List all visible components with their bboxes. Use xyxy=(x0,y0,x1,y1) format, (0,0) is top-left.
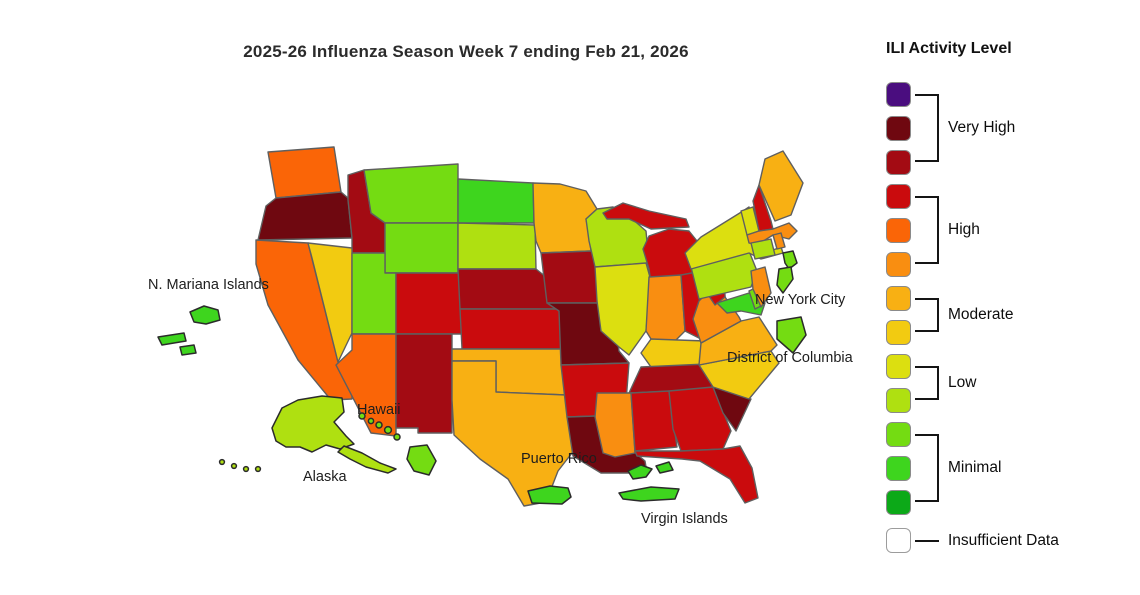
state-hawaii-island-2[interactable] xyxy=(367,417,375,425)
region-virgin-islands-b[interactable] xyxy=(655,461,674,474)
legend-swatch-level-3 xyxy=(886,422,911,447)
state-hawaii-island-1[interactable] xyxy=(358,412,366,420)
state-connecticut[interactable] xyxy=(750,238,776,260)
label-virgin-islands: Virgin Islands xyxy=(641,511,728,527)
state-hawaii-island-4[interactable] xyxy=(383,425,393,435)
region-n-mariana-islands-c[interactable] xyxy=(179,344,197,356)
legend-swatch-level-12 xyxy=(886,116,911,141)
region-puerto-rico[interactable] xyxy=(527,485,572,505)
legend-label-low: Low xyxy=(948,374,977,391)
region-virgin-islands-c[interactable] xyxy=(618,486,680,502)
state-hawaii-island-5[interactable] xyxy=(393,433,401,441)
region-n-mariana-islands-b[interactable] xyxy=(157,332,187,346)
legend-swatch-level-11 xyxy=(886,150,911,175)
state-hawaii-big-island[interactable] xyxy=(406,444,437,476)
region-district-of-columbia[interactable] xyxy=(776,316,807,354)
state-alaska-aleutian-4[interactable] xyxy=(254,465,262,473)
region-virgin-islands-a[interactable] xyxy=(627,464,653,480)
state-alabama[interactable] xyxy=(630,390,678,452)
legend-dash-insufficient-data xyxy=(915,540,939,542)
legend-bracket-very-high xyxy=(915,94,939,162)
label-new-york-city: New York City xyxy=(755,292,846,308)
label-n-mariana-islands: N. Mariana Islands xyxy=(148,277,269,293)
label-hawaii: Hawaii xyxy=(357,402,401,418)
state-washington[interactable] xyxy=(267,146,342,199)
legend-swatch-level-2 xyxy=(886,456,911,481)
state-illinois[interactable] xyxy=(594,262,652,356)
state-maine[interactable] xyxy=(758,150,804,222)
legend-swatch-level-6 xyxy=(886,320,911,345)
legend-label-insufficient-data: Insufficient Data xyxy=(948,532,1059,549)
state-kansas[interactable] xyxy=(459,308,564,350)
state-oregon[interactable] xyxy=(257,191,353,241)
state-north-dakota[interactable] xyxy=(457,178,535,224)
state-wisconsin[interactable] xyxy=(585,206,650,268)
legend-swatch-level-7 xyxy=(886,286,911,311)
legend-swatch-insufficient-data xyxy=(886,528,911,553)
state-alaska-aleutian-2[interactable] xyxy=(230,462,238,470)
state-florida[interactable] xyxy=(634,445,759,504)
region-new-york-city-b[interactable] xyxy=(776,266,794,294)
label-puerto-rico: Puerto Rico xyxy=(521,451,597,467)
legend-swatch-level-1 xyxy=(886,490,911,515)
label-district-of-columbia: District of Columbia xyxy=(727,350,853,366)
legend-bracket-moderate xyxy=(915,298,939,332)
state-new-mexico[interactable] xyxy=(395,333,453,434)
state-alaska-aleutian-3[interactable] xyxy=(242,465,250,473)
state-nevada[interactable] xyxy=(307,242,353,363)
state-south-dakota[interactable] xyxy=(457,222,537,270)
legend-bracket-minimal xyxy=(915,434,939,502)
legend: ILI Activity Level Very High High Modera… xyxy=(886,40,1136,580)
legend-swatch-level-10 xyxy=(886,184,911,209)
state-wyoming[interactable] xyxy=(384,222,459,274)
legend-label-high: High xyxy=(948,221,980,238)
region-n-mariana-islands-a[interactable] xyxy=(189,305,221,325)
legend-swatch-level-9 xyxy=(886,218,911,243)
legend-bracket-high xyxy=(915,196,939,264)
state-hawaii-island-3[interactable] xyxy=(375,421,383,429)
state-indiana[interactable] xyxy=(645,274,686,346)
state-alaska-aleutian-1[interactable] xyxy=(218,458,226,466)
label-alaska: Alaska xyxy=(303,469,347,485)
legend-swatch-level-5 xyxy=(886,354,911,379)
state-alaska[interactable] xyxy=(271,395,355,453)
legend-swatch-level-13 xyxy=(886,82,911,107)
legend-bracket-low xyxy=(915,366,939,400)
state-alaska-tail[interactable] xyxy=(337,445,397,474)
state-new-hampshire[interactable] xyxy=(752,184,774,232)
legend-label-minimal: Minimal xyxy=(948,459,1002,476)
state-michigan-upper[interactable] xyxy=(602,202,690,230)
state-montana[interactable] xyxy=(363,163,459,224)
legend-swatch-level-8 xyxy=(886,252,911,277)
legend-swatch-level-4 xyxy=(886,388,911,413)
region-new-york-city-a[interactable] xyxy=(782,250,798,270)
legend-label-moderate: Moderate xyxy=(948,306,1014,323)
state-rhode-island[interactable] xyxy=(772,232,786,250)
legend-title: ILI Activity Level xyxy=(886,40,1012,57)
state-new-jersey[interactable] xyxy=(750,266,772,308)
legend-label-very-high: Very High xyxy=(948,119,1016,136)
page-title: 2025-26 Influenza Season Week 7 ending F… xyxy=(243,42,689,61)
